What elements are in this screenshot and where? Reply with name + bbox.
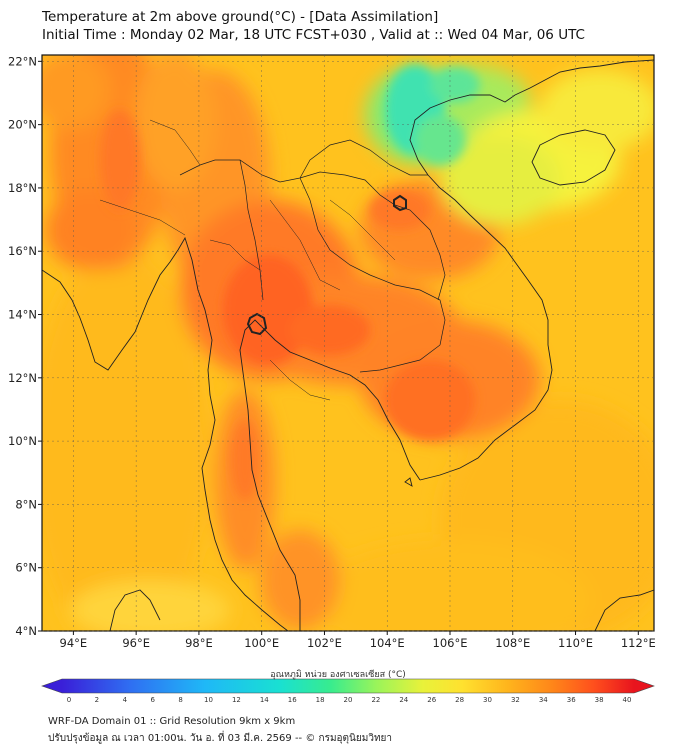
colorbar-tick-label: 32 — [511, 696, 520, 704]
lat-tick-label: 22°N — [8, 54, 37, 68]
lon-tick-label: 94°E — [60, 636, 88, 650]
update-info: ปรับปรุงข้อมูล ณ เวลา 01:00น. วัน อ. ที่… — [48, 733, 393, 744]
colorbar-tick-label: 6 — [150, 696, 155, 704]
coastlines — [42, 59, 654, 631]
colorbar-tick-label: 20 — [344, 696, 353, 704]
lat-tick-label: 18°N — [8, 181, 37, 195]
lat-tick-label: 20°N — [8, 118, 37, 132]
lat-tick-label: 14°N — [8, 308, 37, 322]
colorbar-tick-label: 14 — [260, 696, 269, 704]
lat-tick-label: 10°N — [8, 434, 37, 448]
colorbar: 0 2 4 6 8 10 12 14 16 18 20 22 24 26 28 30 32 34 36 38 40 — [41, 678, 655, 704]
colorbar-tick-label: 34 — [539, 696, 548, 704]
lon-tick-label: 100°E — [244, 636, 279, 650]
lat-tick-label: 4°N — [15, 624, 37, 638]
lon-tick-label: 112°E — [621, 636, 656, 650]
lat-tick-label: 6°N — [15, 561, 37, 575]
colorbar-min-arrow — [42, 679, 62, 693]
lon-tick-label: 98°E — [185, 636, 213, 650]
lat-tick-label: 16°N — [8, 244, 37, 258]
map-gridlines — [42, 55, 654, 632]
lon-tick-label: 102°E — [307, 636, 342, 650]
lon-tick-label: 96°E — [122, 636, 150, 650]
colorbar-tick-label: 10 — [204, 696, 213, 704]
lon-tick-label: 106°E — [433, 636, 468, 650]
colorbar-tick-label: 18 — [316, 696, 325, 704]
lon-tick-label: 110°E — [558, 636, 593, 650]
colorbar-tick-label: 8 — [178, 696, 182, 704]
lon-tick-label: 108°E — [495, 636, 530, 650]
colorbar-tick-label: 4 — [123, 696, 128, 704]
colorbar-tick-label: 0 — [67, 696, 71, 704]
colorbar-tick-label: 22 — [371, 696, 380, 704]
colorbar-tick-label: 40 — [623, 696, 632, 704]
colorbar-max-arrow — [634, 679, 654, 693]
map-title: Temperature at 2m above ground(°C) - [Da… — [42, 9, 439, 25]
colorbar-tick-label: 2 — [95, 696, 99, 704]
colorbar-label: อุณหภูมิ หน่วย องศาเซลเซียส (°C) — [270, 670, 406, 680]
colorbar-tick-label: 24 — [399, 696, 408, 704]
colorbar-tick-label: 12 — [232, 696, 241, 704]
longitude-labels: 94°E 96°E 98°E 100°E 102°E 104°E 106°E 108°E 110… — [60, 631, 656, 650]
colorbar-gradient — [62, 679, 634, 693]
map-subtitle: Initial Time : Monday 02 Mar, 18 UTC FCS… — [42, 27, 585, 43]
lat-tick-label: 12°N — [8, 371, 37, 385]
colorbar-tick-label: 30 — [483, 696, 492, 704]
latitude-labels: 22°N 20°N 18°N 16°N 14°N 12°N 10°N 8°N 6°N 4°N — [8, 54, 42, 638]
colorbar-tick-label: 16 — [288, 696, 297, 704]
colorbar-tick-label: 38 — [595, 696, 604, 704]
colorbar-tick-label: 26 — [427, 696, 436, 704]
lon-tick-label: 104°E — [370, 636, 405, 650]
lat-tick-label: 8°N — [15, 497, 37, 511]
temperature-field — [42, 55, 654, 631]
colorbar-tick-label: 28 — [455, 696, 464, 704]
model-info: WRF-DA Domain 01 :: Grid Resolution 9km … — [48, 716, 296, 727]
colorbar-tick-label: 36 — [567, 696, 576, 704]
